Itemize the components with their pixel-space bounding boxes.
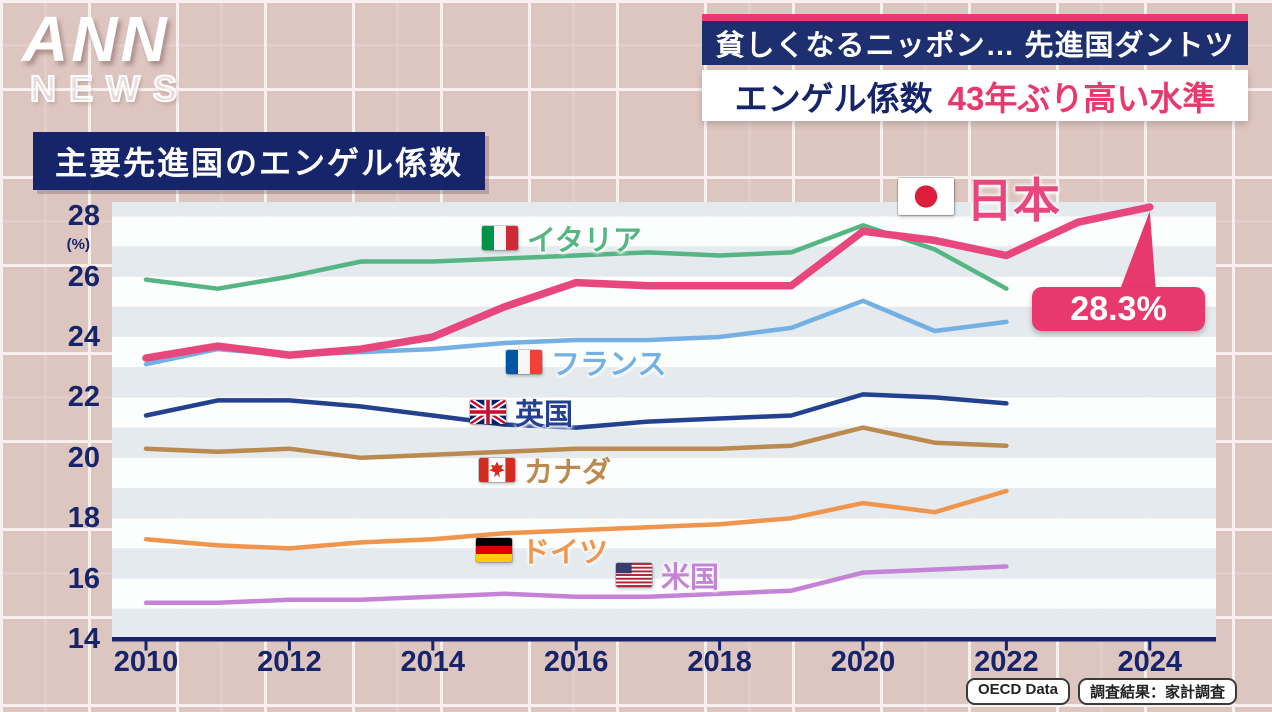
france-flag-icon bbox=[506, 350, 542, 374]
y-axis-unit-label: (%) bbox=[66, 236, 90, 253]
series-label-italy: イタリア bbox=[482, 217, 642, 259]
source-attribution: OECD Data 調査結果：家計調査 bbox=[966, 678, 1238, 705]
series-label-japan-text: 日本 bbox=[966, 174, 1060, 227]
y-tick-label: 16 bbox=[67, 562, 100, 595]
series-label-canada-text: カナダ bbox=[524, 457, 612, 489]
series-label-italy-text: イタリア bbox=[527, 225, 642, 257]
series-label-usa-text: 米国 bbox=[661, 562, 720, 594]
uk-flag-icon bbox=[470, 400, 506, 424]
series-label-uk-text: 英国 bbox=[515, 399, 574, 431]
japan-value-callout: 28.3% bbox=[1032, 287, 1205, 331]
headline-sub-pink-text: 43年ぶり高い水準 bbox=[947, 79, 1216, 117]
series-label-uk: 英国 bbox=[470, 391, 573, 433]
x-tick-label: 2010 bbox=[113, 646, 179, 678]
chart-title: 主要先進国のエンゲル係数 bbox=[33, 132, 486, 190]
headline-sub-banner: エンゲル係数 43年ぶり高い水準 bbox=[702, 70, 1248, 121]
x-tick-label: 2020 bbox=[830, 646, 896, 678]
news-logo-text: NEWS bbox=[29, 67, 190, 110]
y-tick-label: 14 bbox=[67, 623, 100, 655]
ann-logo-text: ANN bbox=[22, 3, 170, 75]
x-tick-label: 2024 bbox=[1117, 646, 1183, 678]
source-oecd-pill: OECD Data bbox=[966, 678, 1071, 705]
x-tick-label: 2012 bbox=[257, 646, 322, 678]
canada-flag-icon bbox=[479, 458, 515, 482]
x-tick-label: 2018 bbox=[687, 646, 752, 678]
headline-sub-navy-text: エンゲル係数 bbox=[734, 79, 933, 117]
series-label-usa: 米国 bbox=[616, 554, 719, 596]
x-tick-label: 2014 bbox=[400, 646, 466, 678]
y-tick-label: 18 bbox=[67, 502, 100, 535]
x-tick-label: 2022 bbox=[974, 646, 1039, 678]
headline-top-text: 貧しくなるニッポン… 先進国ダントツ bbox=[715, 30, 1235, 62]
series-label-japan: 日本 bbox=[898, 162, 1060, 231]
ann-news-logo: ANN NEWS bbox=[22, 2, 190, 110]
chart-panel bbox=[112, 202, 1216, 654]
series-label-france-text: フランス bbox=[551, 349, 667, 381]
series-label-france: フランス bbox=[506, 341, 666, 383]
italy-flag-icon bbox=[482, 226, 518, 250]
usa-flag-icon bbox=[616, 563, 652, 587]
series-label-germany-text: ドイツ bbox=[521, 537, 609, 569]
series-label-canada: カナダ bbox=[479, 449, 611, 491]
y-tick-label: 20 bbox=[67, 441, 100, 474]
y-tick-label: 26 bbox=[67, 260, 100, 293]
y-tick-label: 22 bbox=[67, 381, 100, 414]
series-label-germany: ドイツ bbox=[476, 529, 608, 571]
source-survey-pill: 調査結果：家計調査 bbox=[1078, 678, 1238, 705]
x-tick-label: 2016 bbox=[543, 646, 609, 678]
engel-coefficient-line-chart bbox=[112, 202, 1216, 651]
y-tick-label: 28 bbox=[67, 200, 100, 233]
germany-flag-icon bbox=[476, 538, 512, 562]
headline-top-banner: 貧しくなるニッポン… 先進国ダントツ bbox=[702, 14, 1248, 65]
y-tick-label: 24 bbox=[67, 321, 100, 353]
japan-flag-icon bbox=[898, 178, 954, 215]
